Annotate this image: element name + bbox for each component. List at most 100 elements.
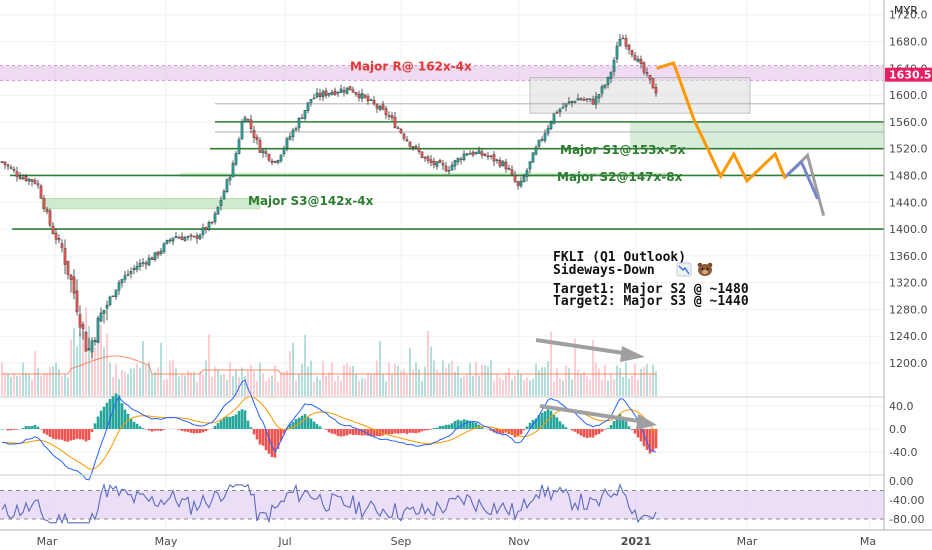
candle-body: [255, 136, 259, 141]
volume-bar: [544, 367, 546, 396]
candle-body: [483, 153, 487, 156]
candle-body: [30, 179, 34, 182]
consolidation-box: [529, 77, 751, 114]
candle-body: [507, 168, 511, 170]
volume-bar: [178, 376, 180, 396]
volume-bar: [577, 369, 579, 396]
volume-bar: [556, 368, 558, 396]
volume-bar: [10, 376, 12, 396]
macd-histogram-bar: [525, 426, 529, 429]
macd-histogram-bar: [45, 429, 49, 435]
price-axis-bg: [884, 0, 932, 550]
candle-body: [627, 44, 631, 50]
volume-bar: [4, 373, 6, 396]
macd-histogram-bar: [645, 429, 649, 450]
candle-body: [594, 96, 598, 105]
macd-histogram-bar: [201, 429, 205, 433]
price-tick-label: 1520.0: [889, 143, 928, 156]
candle-body: [144, 262, 148, 265]
candle-body: [90, 340, 94, 353]
volume-bar: [25, 372, 27, 396]
candle-body: [177, 237, 181, 239]
volume-bar: [523, 379, 525, 396]
candle-body: [324, 90, 328, 96]
macd-histogram-bar: [387, 429, 391, 435]
macd-histogram-bar: [288, 423, 292, 429]
candle-body: [192, 235, 196, 238]
macd-histogram-bar: [291, 421, 295, 429]
projection-orange: [656, 61, 787, 184]
macd-histogram-bar: [516, 429, 520, 437]
volume-bar: [607, 380, 609, 396]
target2-text: Target2: Major S3 @ ~1440: [553, 294, 749, 309]
candle-body: [66, 260, 70, 275]
candle-body: [309, 99, 313, 103]
macd-histogram-bar: [84, 429, 88, 442]
volume-bar: [94, 347, 96, 396]
price-tick-label: 1240.0: [889, 330, 928, 343]
candle-body: [312, 97, 316, 100]
volume-bar: [625, 361, 627, 396]
macd-histogram-bar: [12, 429, 16, 430]
macd-histogram-bar: [618, 413, 622, 429]
macd-histogram-bar: [345, 429, 349, 436]
candle-body: [459, 158, 463, 161]
price-tick-label: 1440.0: [889, 196, 928, 209]
macd-histogram-bar: [372, 429, 376, 437]
volume-bar: [334, 381, 336, 396]
candle-body: [300, 117, 304, 120]
volume-bar: [604, 364, 606, 396]
macd-histogram-bar: [465, 420, 469, 429]
macd-histogram-bar: [87, 429, 91, 440]
candle-body: [132, 268, 136, 271]
macd-histogram-bar: [213, 425, 217, 429]
candle-body: [489, 155, 493, 157]
volume-bar: [19, 375, 21, 396]
candle-body: [213, 213, 217, 223]
macd-histogram-bar: [270, 429, 274, 458]
macd-histogram-bar: [441, 425, 445, 429]
candle-body: [492, 154, 496, 162]
volume-bar: [103, 347, 105, 396]
candle-body: [432, 161, 436, 166]
macd-histogram-bar: [306, 417, 310, 429]
price-zones: Major R@ 162x-4x Major S1@153x-5x Major S2…: [0, 59, 884, 230]
candle-body: [102, 309, 106, 314]
volume-bar: [529, 380, 531, 396]
volume-bar: [628, 379, 630, 396]
candle-body: [399, 128, 403, 134]
macd-histogram-bar: [600, 429, 604, 432]
candle-body: [570, 100, 574, 103]
volume-bar: [466, 374, 468, 396]
macd-histogram-bar: [399, 429, 403, 434]
volume-bar: [439, 372, 441, 396]
volume-bar: [595, 362, 597, 396]
macd-histogram-bar: [228, 416, 232, 429]
macd-histogram-bar: [204, 429, 208, 432]
volume-bar: [424, 366, 426, 396]
macd-tick-label: 40.0: [889, 400, 914, 413]
volume-bar: [541, 367, 543, 396]
candle-body: [3, 161, 7, 165]
candle-body: [414, 146, 418, 148]
volume-bar: [163, 379, 165, 396]
candle-body: [114, 289, 118, 297]
macd-histogram-bar: [429, 429, 433, 430]
macd-histogram-bar: [33, 424, 37, 429]
volume-bar: [187, 370, 189, 396]
volume-bar: [67, 377, 69, 396]
macd-histogram-bar: [234, 414, 238, 429]
volume-bar: [283, 371, 285, 396]
macd-histogram-bar: [636, 429, 640, 438]
candle-body: [201, 227, 205, 235]
candle-body: [222, 191, 226, 200]
macd-histogram-bar: [336, 429, 340, 437]
volume-bar: [124, 371, 126, 396]
volume-bar: [223, 374, 225, 396]
volume-bar: [598, 368, 600, 396]
macd-histogram-bar: [375, 429, 379, 437]
macd-histogram-bar: [102, 406, 106, 429]
volume-bar: [16, 375, 18, 396]
volume-bar: [586, 376, 588, 396]
